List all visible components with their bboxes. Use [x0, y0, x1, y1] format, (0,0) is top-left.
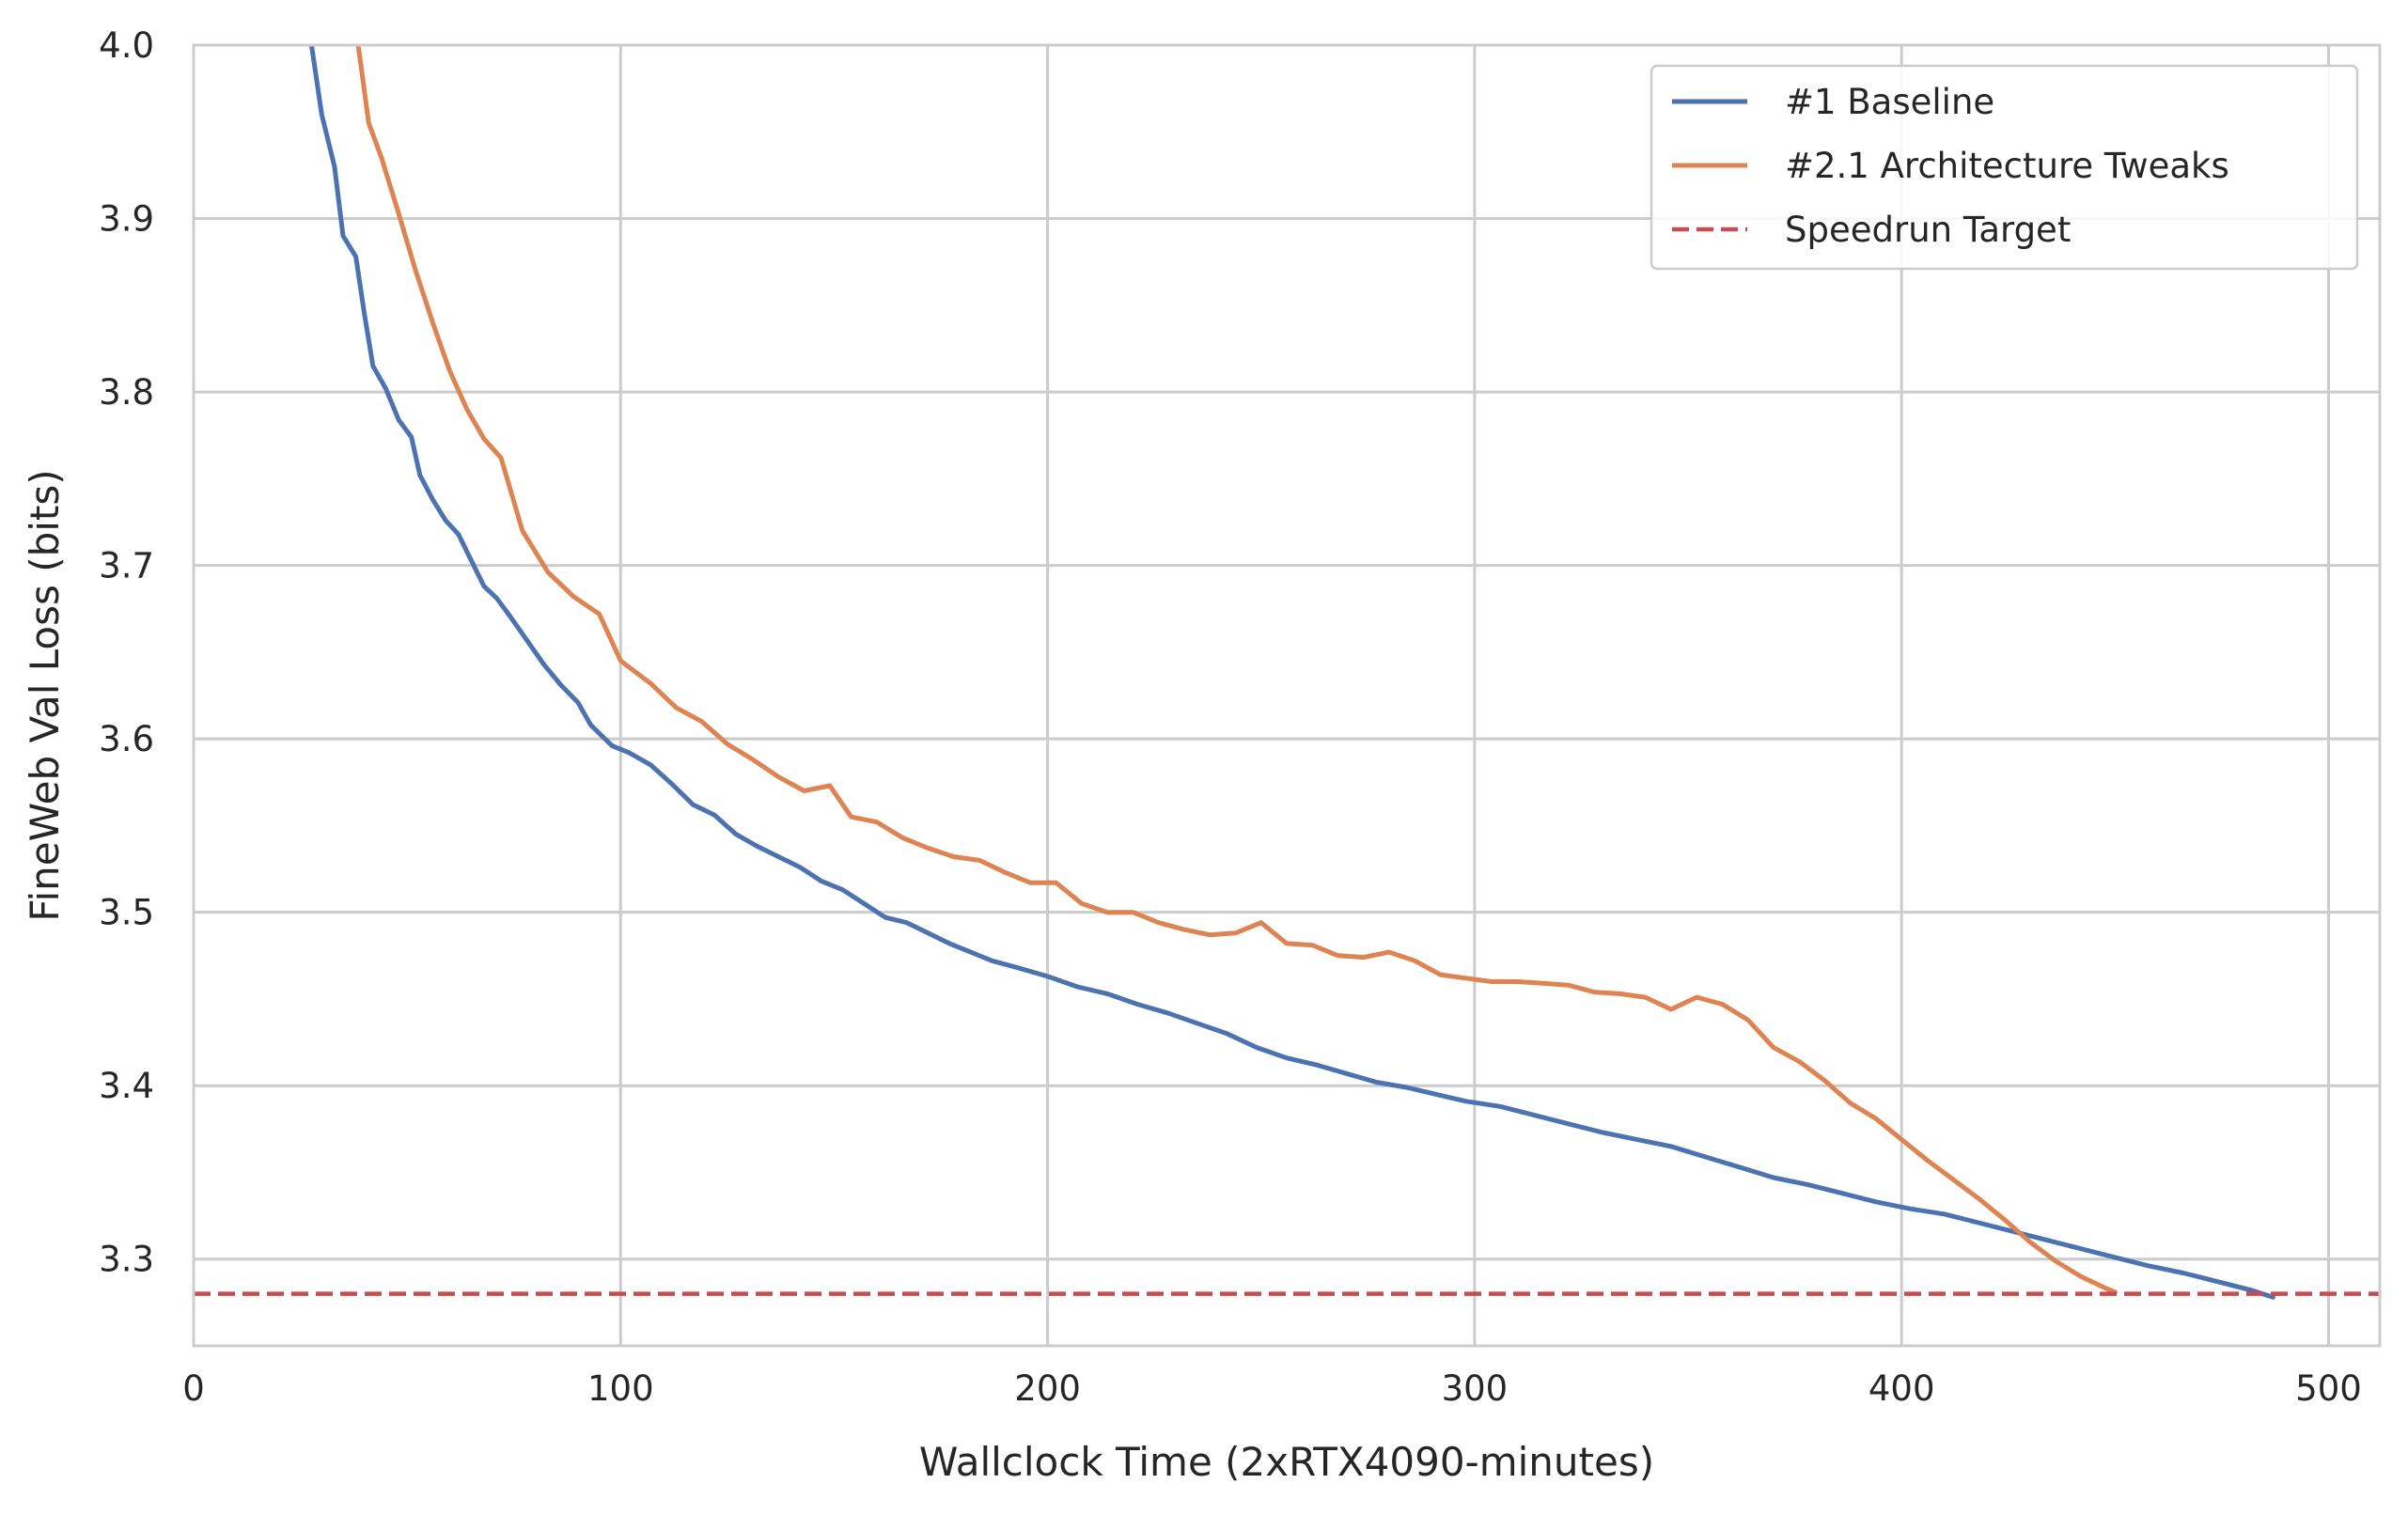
series-line-1	[308, 45, 2275, 1300]
x-tick-label: 0	[182, 1368, 205, 1409]
x-tick-label: 500	[2295, 1368, 2362, 1409]
series-line-2	[355, 45, 2118, 1295]
legend-box	[1650, 64, 2359, 271]
plot-frame	[192, 43, 2382, 1348]
series-layer	[194, 45, 2380, 1300]
y-tick-label: 3.7	[99, 546, 154, 586]
y-tick-label: 3.9	[99, 199, 154, 240]
x-tick-label: 400	[1869, 1368, 1935, 1409]
y-tick-label: 4.0	[99, 25, 154, 66]
y-tick-label: 3.4	[99, 1066, 154, 1106]
y-tick-label: 3.8	[99, 372, 154, 413]
legend: #1 Baseline #2.1 Architecture Tweaks Speed…	[1650, 64, 2359, 271]
y-axis-ticks: 3.3 3.4 3.5 3.6 3.7 3.8 3.9 4.0	[99, 25, 154, 1280]
legend-label-2: #2.1 Architecture Tweaks	[1785, 146, 2229, 186]
x-tick-label: 100	[587, 1368, 654, 1409]
y-tick-label: 3.3	[99, 1240, 154, 1280]
y-tick-label: 3.6	[99, 719, 154, 759]
legend-label-3: Speedrun Target	[1785, 210, 2071, 250]
x-axis-title: Wallclock Time (2xRTX4090-minutes)	[919, 1439, 1654, 1485]
legend-label-1: #1 Baseline	[1785, 82, 1994, 122]
y-tick-label: 3.5	[99, 893, 154, 933]
x-tick-label: 200	[1014, 1368, 1081, 1409]
x-axis-ticks: 0 100 200 300 400 500	[182, 1368, 2362, 1409]
x-tick-label: 300	[1442, 1368, 1509, 1409]
y-axis-title: FineWeb Val Loss (bits)	[22, 469, 68, 921]
